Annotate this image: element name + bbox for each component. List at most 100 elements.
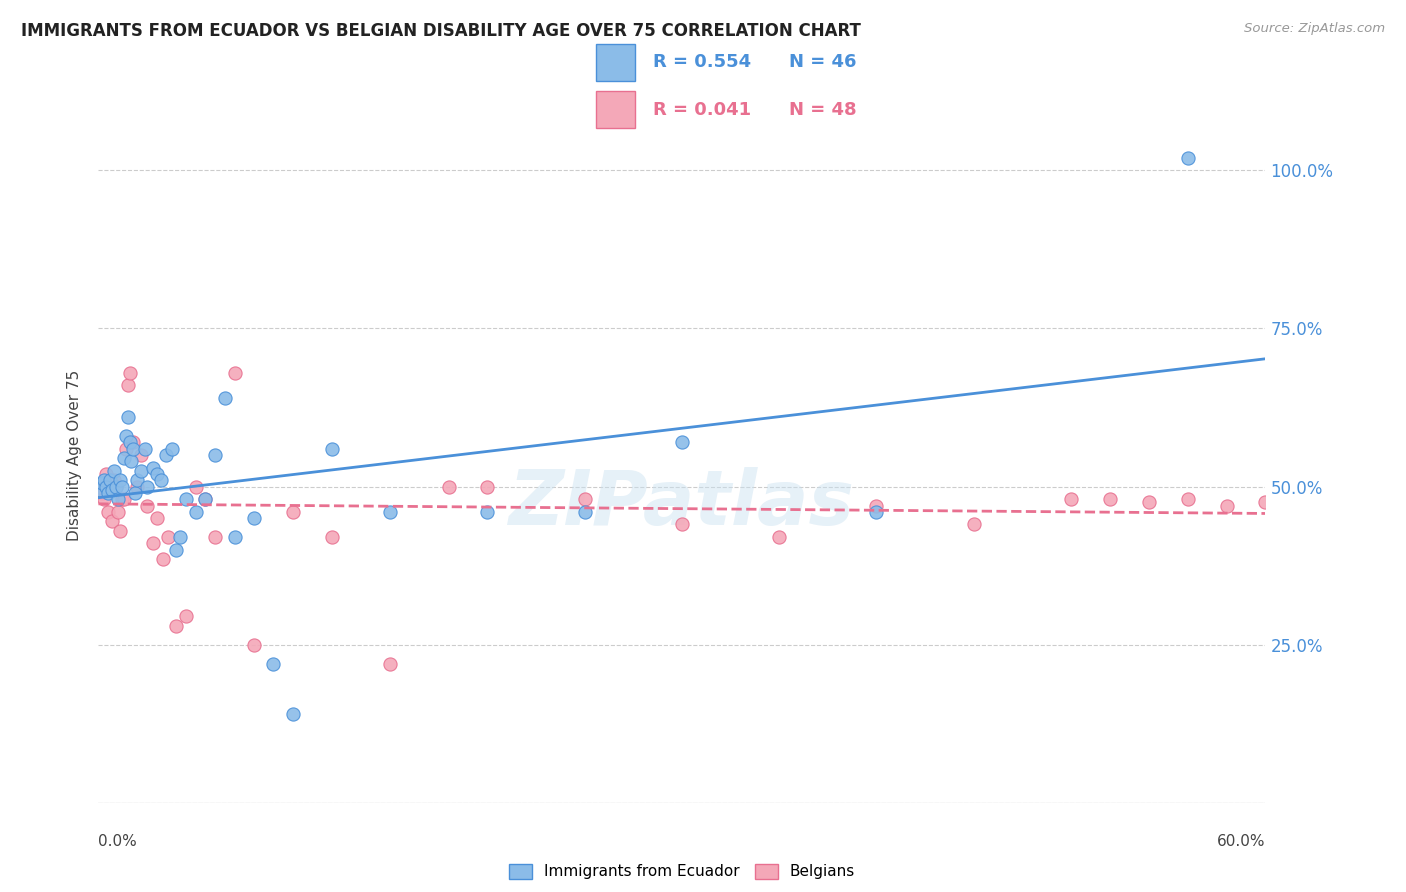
Point <box>174 609 197 624</box>
Point <box>477 505 499 519</box>
Point <box>103 473 125 487</box>
Point <box>129 464 152 478</box>
Point <box>174 492 197 507</box>
Point <box>134 442 156 456</box>
Point <box>97 486 120 500</box>
Text: 60.0%: 60.0% <box>1218 834 1265 849</box>
Point <box>114 442 136 456</box>
Point <box>1215 499 1237 513</box>
Point <box>142 536 165 550</box>
Point <box>378 505 402 519</box>
Point <box>224 530 246 544</box>
Point <box>101 483 124 497</box>
Point <box>98 473 121 487</box>
Point <box>136 499 159 513</box>
Text: R = 0.041: R = 0.041 <box>652 101 751 119</box>
Point <box>93 473 115 487</box>
FancyBboxPatch shape <box>596 91 636 128</box>
Y-axis label: Disability Age Over 75: Disability Age Over 75 <box>67 369 83 541</box>
Point <box>152 552 174 566</box>
Point <box>184 479 207 493</box>
Point <box>98 479 121 493</box>
Point <box>281 707 304 722</box>
Text: N = 48: N = 48 <box>789 101 856 119</box>
Point <box>111 479 134 493</box>
Point <box>117 378 139 392</box>
Legend: Immigrants from Ecuador, Belgians: Immigrants from Ecuador, Belgians <box>502 857 862 886</box>
Point <box>112 451 135 466</box>
Point <box>262 657 284 671</box>
Point <box>118 435 141 450</box>
Point <box>204 530 226 544</box>
Point <box>104 479 127 493</box>
Point <box>142 460 165 475</box>
Point <box>108 473 131 487</box>
Point <box>768 530 790 544</box>
Point <box>155 448 177 462</box>
Point <box>165 618 187 632</box>
Point <box>101 514 124 528</box>
Point <box>127 473 149 487</box>
Point <box>243 511 266 525</box>
Point <box>204 448 226 462</box>
Point <box>103 464 125 478</box>
Point <box>224 366 246 380</box>
Point <box>112 492 135 507</box>
Point <box>214 391 236 405</box>
Point <box>91 486 114 500</box>
Point <box>107 492 129 507</box>
Point <box>117 409 139 424</box>
Point <box>111 492 134 507</box>
Point <box>108 524 131 538</box>
Point <box>96 479 118 493</box>
Point <box>671 435 693 450</box>
Text: R = 0.554: R = 0.554 <box>652 54 751 71</box>
Point <box>165 542 187 557</box>
Point <box>1294 492 1316 507</box>
Point <box>574 505 596 519</box>
Point <box>243 638 266 652</box>
Point <box>321 530 343 544</box>
Point <box>91 476 114 491</box>
Point <box>162 442 184 456</box>
Point <box>865 499 887 513</box>
Point <box>118 366 141 380</box>
Point <box>1254 495 1277 509</box>
Point <box>124 486 146 500</box>
Point <box>865 505 887 519</box>
Point <box>184 505 207 519</box>
Point <box>104 479 127 493</box>
Point <box>574 492 596 507</box>
Point <box>157 530 180 544</box>
Point <box>89 483 111 497</box>
Point <box>114 429 136 443</box>
Point <box>1177 151 1199 165</box>
Point <box>169 530 191 544</box>
Point <box>127 479 149 493</box>
Text: Source: ZipAtlas.com: Source: ZipAtlas.com <box>1244 22 1385 36</box>
Point <box>136 479 159 493</box>
Point <box>477 479 499 493</box>
Point <box>122 442 145 456</box>
Point <box>281 505 304 519</box>
Point <box>89 479 111 493</box>
Point <box>437 479 460 493</box>
Point <box>146 467 169 481</box>
Point <box>671 517 693 532</box>
Point <box>962 517 984 532</box>
Point <box>1060 492 1083 507</box>
Point <box>194 492 217 507</box>
Point <box>97 505 120 519</box>
Point <box>378 657 402 671</box>
Point <box>96 467 118 481</box>
Point <box>107 505 129 519</box>
Point <box>321 442 343 456</box>
Point <box>149 473 172 487</box>
Point <box>121 454 143 468</box>
Text: ZIPatlas: ZIPatlas <box>509 467 855 541</box>
Text: 0.0%: 0.0% <box>98 834 138 849</box>
Point <box>1177 492 1199 507</box>
FancyBboxPatch shape <box>596 44 636 81</box>
Point <box>1098 492 1121 507</box>
Point <box>1137 495 1160 509</box>
